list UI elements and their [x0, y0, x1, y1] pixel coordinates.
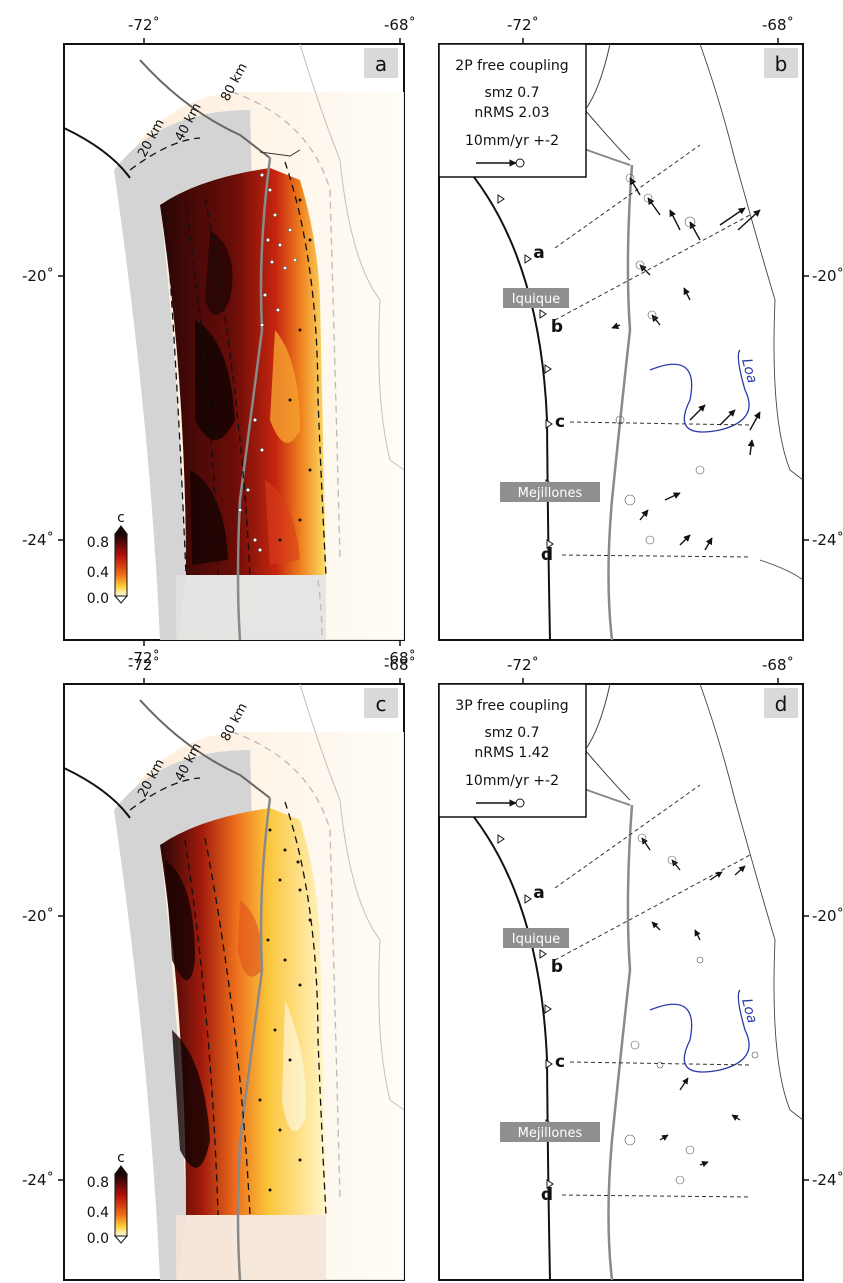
panel-b-city-iquique: Iquique — [512, 292, 560, 307]
panel-c-left-tick-1: -20˚ — [22, 907, 54, 925]
panel-b-profile-b: b — [551, 317, 563, 337]
panel-a-colorbar-title: c — [117, 510, 125, 526]
panel-d-letter: d — [775, 692, 788, 716]
panel-d-legend-smz: smz 0.7 — [485, 725, 540, 741]
panel-c-colorbar-title: c — [117, 1150, 125, 1166]
panel-d-top-tick-2: -68˚ — [762, 656, 794, 674]
panel-c-colorbar-tick-3: 0.0 — [87, 1231, 109, 1247]
panel-a-top-tick-1: -72˚ — [128, 16, 160, 34]
panel-d-profile-a: a — [533, 883, 544, 903]
panel-b-legend-smz: smz 0.7 — [485, 85, 540, 101]
panel-b-velocity-map — [438, 43, 804, 641]
panel-a-letter: a — [375, 52, 387, 76]
panel-b-letter: b — [775, 52, 788, 76]
panel-a-coupling-map — [63, 43, 405, 641]
panel-c-colorbar-tick-2: 0.4 — [87, 1205, 109, 1221]
panel-a-colorbar-tick-3: 0.0 — [87, 591, 109, 607]
panel-b-city-mejillones: Mejillones — [518, 486, 583, 501]
panel-d-top-tick-1: -72˚ — [507, 656, 539, 674]
panel-d-right-tick-1: -20˚ — [812, 907, 843, 925]
panel-a-left-tick-1: -20˚ — [22, 267, 54, 285]
panel-d-city-iquique: Iquique — [512, 932, 560, 947]
panel-a-bottom-tick-1: -72˚ — [128, 649, 160, 667]
panel-a-colorbar-tick-2: 0.4 — [87, 565, 109, 581]
panel-b-profile-d: d — [541, 545, 553, 565]
panel-c-coupling-map — [63, 683, 405, 1281]
panel-b-profile-c: c — [555, 412, 565, 432]
panel-a-top-tick-2: -68˚ — [384, 16, 416, 34]
panel-a-left-tick-2: -24˚ — [22, 531, 54, 549]
panel-b-legend-scale: 10mm/yr +-2 — [465, 133, 559, 149]
panel-d-legend-nrms: nRMS 1.42 — [474, 745, 549, 761]
panel-b-right-tick-2: -24˚ — [812, 531, 843, 549]
panel-b-legend-nrms: nRMS 2.03 — [474, 105, 549, 121]
panel-d-profile-b: b — [551, 957, 563, 977]
panel-c-top-tick-2: -68˚ — [384, 656, 416, 674]
panel-d-velocity-map — [438, 683, 804, 1281]
panel-b-legend-model: 2P free coupling — [455, 58, 568, 74]
panel-b-top-tick-1: -72˚ — [507, 16, 539, 34]
panel-a-colorbar-tick-1: 0.8 — [87, 535, 109, 551]
panel-a-bottom-tick-2: -68˚ — [384, 649, 416, 667]
panel-d-profile-d: d — [541, 1185, 553, 1205]
panel-d-legend-model: 3P free coupling — [455, 698, 568, 714]
panel-b-river-loa: Loa — [738, 357, 760, 385]
panel-c-colorbar-tick-1: 0.8 — [87, 1175, 109, 1191]
panel-d-legend-scale: 10mm/yr +-2 — [465, 773, 559, 789]
panel-d-profile-c: c — [555, 1052, 565, 1072]
panel-c-top-tick-1: -72˚ — [128, 656, 160, 674]
panel-d-river-loa: Loa — [738, 997, 760, 1025]
panel-b-right-tick-1: -20˚ — [812, 267, 843, 285]
panel-d-city-mejillones: Mejillones — [518, 1126, 583, 1141]
panel-c-letter: c — [376, 692, 387, 716]
panel-d-right-tick-2: -24˚ — [812, 1171, 843, 1189]
panel-c-left-tick-2: -24˚ — [22, 1171, 54, 1189]
panel-b-top-tick-2: -68˚ — [762, 16, 794, 34]
panel-b-profile-a: a — [533, 243, 544, 263]
